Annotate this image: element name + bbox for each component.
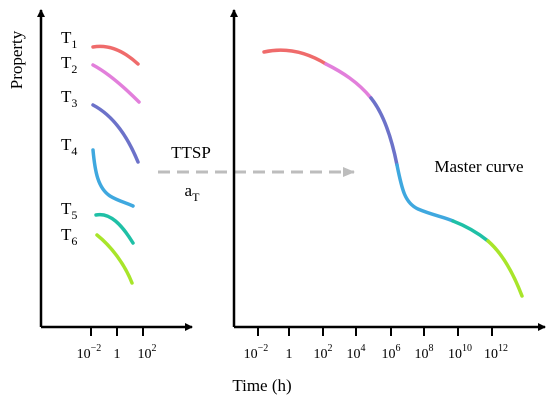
x-axis-label: Time (h) xyxy=(232,376,291,395)
left-y-axis-label: Property xyxy=(7,30,26,89)
right-tick-label: 1010 xyxy=(448,343,472,362)
right-tick-label: 1012 xyxy=(484,343,508,362)
right-tick-label: 108 xyxy=(415,343,434,362)
label-t6: T6 xyxy=(61,225,77,248)
left-panel: Property T1 T2 T3 T4 T5 T6 10−2 1 102 xyxy=(7,9,193,362)
master-curve-label: Master curve xyxy=(434,157,523,176)
master-curve-segment-3 xyxy=(369,96,399,167)
ttsp-arrow: TTSP aT xyxy=(158,143,355,204)
curve-t3 xyxy=(91,103,140,164)
ttsp-label: TTSP xyxy=(171,143,211,162)
right-tick-label: 1 xyxy=(286,347,293,362)
right-panel: Master curve 10−2 1 102 104 106 108 1010… xyxy=(230,9,546,362)
shift-factor-label: aT xyxy=(185,181,201,204)
right-tick-label: 106 xyxy=(382,343,401,362)
master-curve-segment-4 xyxy=(395,163,455,223)
left-tick-label: 10−2 xyxy=(77,343,102,362)
left-tick-label: 102 xyxy=(138,343,157,362)
master-curve-segment-1 xyxy=(262,48,328,66)
label-t5: T5 xyxy=(61,199,77,222)
curve-t2 xyxy=(91,63,141,104)
label-t2: T2 xyxy=(61,53,77,76)
curve-t6 xyxy=(95,233,134,285)
label-t1: T1 xyxy=(61,28,77,51)
label-t4: T4 xyxy=(61,135,77,158)
left-tick-label: 1 xyxy=(114,347,121,362)
master-curve-segment-6 xyxy=(486,239,524,298)
right-tick-label: 10−2 xyxy=(244,343,269,362)
curve-t5 xyxy=(94,212,135,245)
master-curve-segment-2 xyxy=(324,62,373,100)
curve-t4 xyxy=(91,148,135,208)
label-t3: T3 xyxy=(61,87,77,110)
master-curve-segment-5 xyxy=(451,219,490,243)
curve-t1 xyxy=(91,44,140,66)
right-tick-label: 102 xyxy=(314,343,333,362)
right-tick-label: 104 xyxy=(347,343,366,362)
